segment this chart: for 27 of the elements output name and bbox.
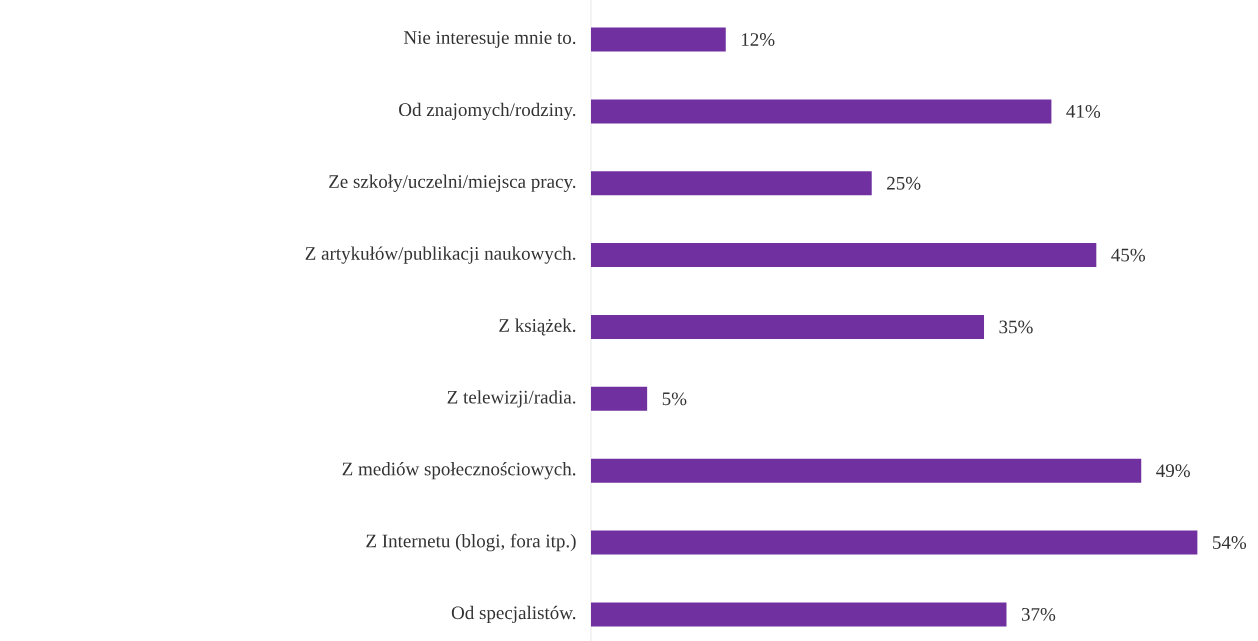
bar <box>591 27 726 52</box>
y-tick-label: Z artykułów/publikacji naukowych. <box>305 246 576 264</box>
bar <box>591 386 648 411</box>
bar <box>591 530 1198 555</box>
data-label: 25% <box>887 176 921 190</box>
bar <box>591 243 1097 268</box>
y-tick-label: Z telewizji/radia. <box>447 390 576 408</box>
y-tick-label: Z mediów społecznościowych. <box>342 462 576 480</box>
data-label: 45% <box>1111 248 1146 262</box>
data-label: 5% <box>662 392 687 406</box>
bar <box>591 602 1007 627</box>
data-label: 41% <box>1066 104 1101 118</box>
y-tick-label: Ze szkoły/uczelni/miejsca pracy. <box>329 174 576 192</box>
bar <box>591 171 872 196</box>
data-label: 49% <box>1156 464 1190 478</box>
data-label: 35% <box>999 320 1033 334</box>
data-label: 54% <box>1213 536 1247 549</box>
y-tick-label: Od znajomych/rodziny. <box>399 102 576 121</box>
data-label: 12% <box>741 33 775 46</box>
y-tick-label: Od specjalistów. <box>451 605 576 624</box>
bar <box>591 99 1052 124</box>
y-tick-label: Nie interesuje mnie to. <box>403 31 576 48</box>
y-tick-label: Z książek. <box>499 318 576 336</box>
y-tick-label: Z Internetu (blogi, fora itp.) <box>366 533 576 552</box>
bar <box>591 314 985 339</box>
bar <box>591 458 1142 483</box>
data-label: 37% <box>1021 607 1056 621</box>
